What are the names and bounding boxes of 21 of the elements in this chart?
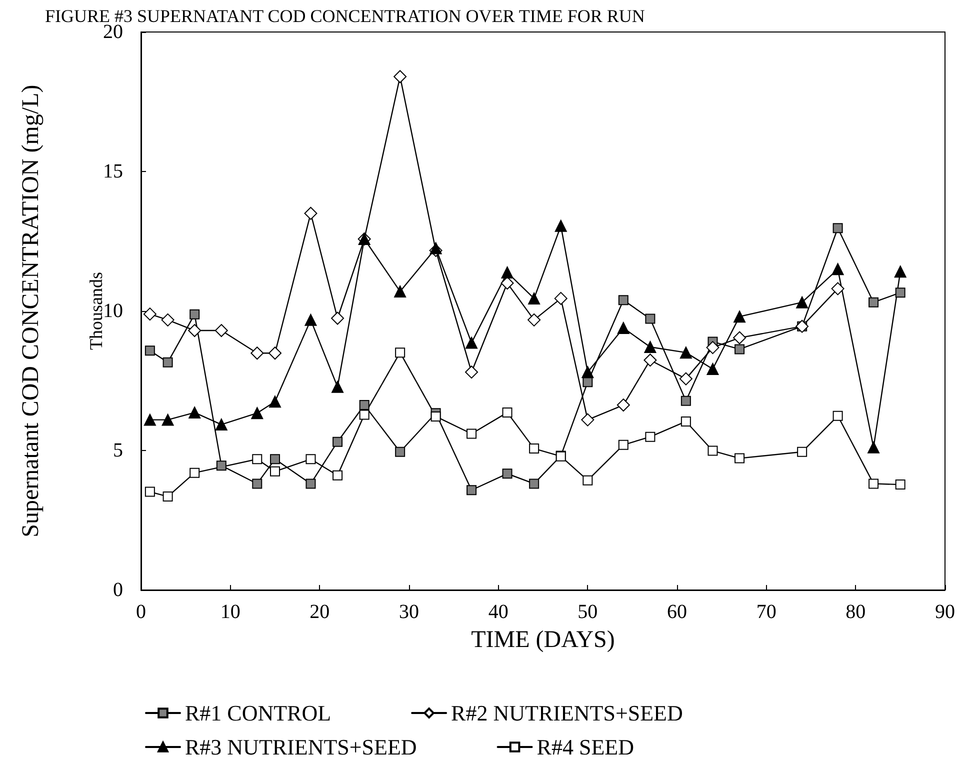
- x-tick-label: 20: [310, 601, 330, 623]
- x-tick-label: 90: [935, 601, 955, 623]
- x-tick-label: 80: [846, 601, 866, 623]
- legend-label: R#4 SEED: [536, 734, 634, 760]
- x-axis-title: TIME (DAYS): [471, 627, 615, 653]
- x-tick-label: 10: [220, 601, 240, 623]
- legend-label: R#3 NUTRIENTS+SEED: [185, 734, 417, 760]
- y-axis-title: Supernatant COD CONCENTRATION (mg/L): [18, 84, 44, 538]
- legend-label: R#1 CONTROL: [185, 700, 332, 726]
- y-tick-label: 0: [113, 579, 123, 601]
- y-tick-label: 15: [103, 160, 123, 182]
- y-tick-label: 10: [103, 300, 123, 322]
- legend-label: R#2 NUTRIENTS+SEED: [451, 700, 683, 726]
- y-tick-label: 5: [113, 440, 123, 462]
- x-tick-label: 50: [578, 601, 598, 623]
- text: Thousands: [86, 272, 106, 350]
- x-tick-label: 70: [756, 601, 776, 623]
- x-tick-label: 40: [488, 601, 508, 623]
- x-tick-label: 0: [136, 601, 146, 623]
- x-tick-label: 60: [667, 601, 687, 623]
- x-tick-label: 30: [399, 601, 419, 623]
